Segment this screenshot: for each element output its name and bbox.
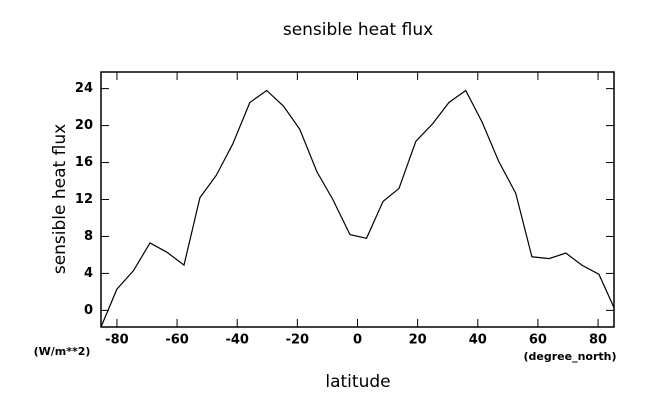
- y-tick-label: 0: [84, 303, 93, 318]
- x-tick-label: 0: [353, 333, 362, 348]
- y-tick-label: 24: [75, 81, 93, 96]
- y-tick-label: 8: [84, 229, 93, 244]
- x-tick-label: -60: [165, 333, 189, 348]
- y-tick-label: 20: [75, 118, 93, 133]
- data-line: [100, 89, 615, 328]
- y-tick-label: 16: [75, 155, 93, 170]
- plot-frame: [100, 71, 615, 328]
- x-tick-label: 60: [529, 333, 547, 348]
- y-tick-label: 4: [84, 266, 93, 281]
- x-unit: (degree_north): [523, 350, 616, 363]
- x-tick-label: -80: [105, 333, 129, 348]
- x-tick-label: 40: [469, 333, 487, 348]
- x-tick-label: -40: [225, 333, 249, 348]
- x-tick-label: -20: [286, 333, 310, 348]
- chart-title: sensible heat flux: [283, 20, 433, 40]
- y-unit: (W/m**2): [34, 345, 91, 358]
- y-tick-label: 12: [75, 192, 93, 207]
- y-axis-label: sensible heat flux: [50, 124, 70, 274]
- x-tick-label: 20: [409, 333, 427, 348]
- x-axis-label: latitude: [325, 372, 390, 392]
- x-tick-label: 80: [589, 333, 607, 348]
